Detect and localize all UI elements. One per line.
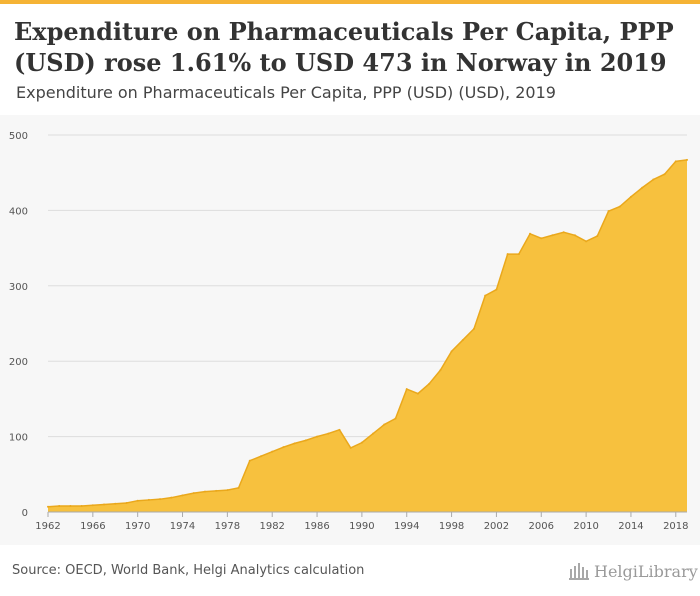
data-point: [585, 240, 588, 243]
data-point: [517, 253, 520, 256]
data-point: [327, 432, 330, 435]
area-chart: 0 100 200 300 400 500 1962 1966 1970 1974 1978 198…: [9, 131, 689, 532]
x-tick-label: 1962: [35, 521, 60, 532]
x-tick-label: 1982: [259, 521, 284, 532]
library-building-icon: [569, 563, 589, 580]
data-point: [47, 505, 49, 508]
x-tick-label: 1966: [80, 521, 105, 532]
data-point: [91, 504, 94, 507]
data-point: [316, 435, 319, 438]
data-point: [394, 417, 397, 420]
x-tick-label: 2010: [573, 521, 598, 532]
data-point: [551, 234, 554, 237]
data-point: [484, 294, 487, 297]
y-tick-label: 200: [9, 357, 28, 368]
x-tick-label: 1978: [215, 521, 240, 532]
data-point: [248, 459, 251, 462]
y-tick-label: 300: [9, 282, 28, 293]
data-point: [203, 490, 206, 493]
data-point: [439, 369, 442, 372]
data-point: [607, 210, 610, 213]
data-point: [271, 450, 274, 453]
data-point: [562, 231, 565, 234]
data-point: [159, 498, 162, 501]
data-point: [360, 441, 363, 444]
data-point: [450, 350, 453, 353]
data-point: [663, 173, 666, 176]
data-point: [529, 232, 532, 235]
x-tick-label: 1970: [125, 521, 150, 532]
data-point: [215, 489, 218, 492]
top-accent-bar: [0, 0, 700, 4]
helgi-library-logo[interactable]: HelgiLibrary: [568, 561, 698, 581]
data-point: [226, 489, 229, 492]
data-point: [114, 502, 117, 505]
y-tick-label: 500: [9, 131, 28, 142]
data-point: [147, 498, 150, 501]
x-tick-label: 2002: [484, 521, 509, 532]
data-point: [596, 235, 599, 238]
source-note: Source: OECD, World Bank, Helgi Analytic…: [12, 563, 365, 578]
x-tick-label: 2014: [618, 521, 643, 532]
page-title: Expenditure on Pharmaceuticals Per Capit…: [14, 17, 674, 77]
x-tick-label: 2018: [663, 521, 688, 532]
data-point: [674, 160, 677, 163]
data-point: [181, 494, 184, 497]
data-point: [641, 186, 644, 189]
data-point: [416, 392, 419, 395]
data-point: [304, 439, 307, 442]
data-point: [260, 455, 262, 458]
data-point: [237, 486, 240, 489]
data-point: [506, 253, 509, 256]
x-axis-ticks: 1962 1966 1970 1974 1978 1982 1986 1990 1994 1998…: [35, 511, 689, 532]
x-tick-label: 2006: [529, 521, 554, 532]
data-point: [652, 178, 655, 181]
data-point: [372, 432, 375, 435]
data-point: [80, 504, 83, 507]
data-point: [58, 504, 61, 507]
data-point: [349, 446, 352, 449]
data-point: [629, 195, 632, 198]
data-point: [405, 388, 408, 391]
x-tick-label: 1974: [170, 521, 195, 532]
data-point: [69, 504, 72, 507]
area-fill: [48, 159, 687, 512]
x-tick-label: 1994: [394, 521, 419, 532]
y-tick-label: 100: [9, 433, 28, 444]
data-point: [573, 234, 576, 237]
data-point: [495, 288, 498, 291]
data-point: [618, 205, 621, 208]
y-tick-label: 0: [22, 508, 28, 519]
y-axis-ticks: 0 100 200 300 400 500: [9, 131, 28, 519]
data-point: [192, 492, 195, 495]
x-tick-label: 1986: [304, 521, 329, 532]
y-tick-label: 400: [9, 206, 28, 217]
data-point: [540, 237, 543, 240]
x-tick-label: 1990: [349, 521, 374, 532]
data-point: [686, 158, 688, 161]
data-point: [338, 428, 341, 431]
data-point: [428, 382, 431, 385]
data-point: [282, 446, 285, 449]
data-point: [383, 423, 386, 426]
x-tick-label: 1998: [439, 521, 464, 532]
area-series: [47, 158, 688, 512]
logo-text: HelgiLibrary: [594, 561, 698, 581]
chart-header: Expenditure on Pharmaceuticals Per Capit…: [0, 4, 700, 115]
data-point: [136, 499, 139, 502]
data-point: [461, 339, 464, 342]
area-line: [47, 159, 688, 508]
data-point: [293, 442, 296, 445]
data-point: [125, 501, 128, 504]
data-point: [170, 496, 173, 499]
chart-area: 0 100 200 300 400 500 1962 1966 1970 1974 1978 198…: [0, 115, 700, 545]
chart-subtitle: Expenditure on Pharmaceuticals Per Capit…: [16, 83, 556, 102]
data-point: [103, 503, 106, 506]
data-point: [473, 327, 475, 330]
